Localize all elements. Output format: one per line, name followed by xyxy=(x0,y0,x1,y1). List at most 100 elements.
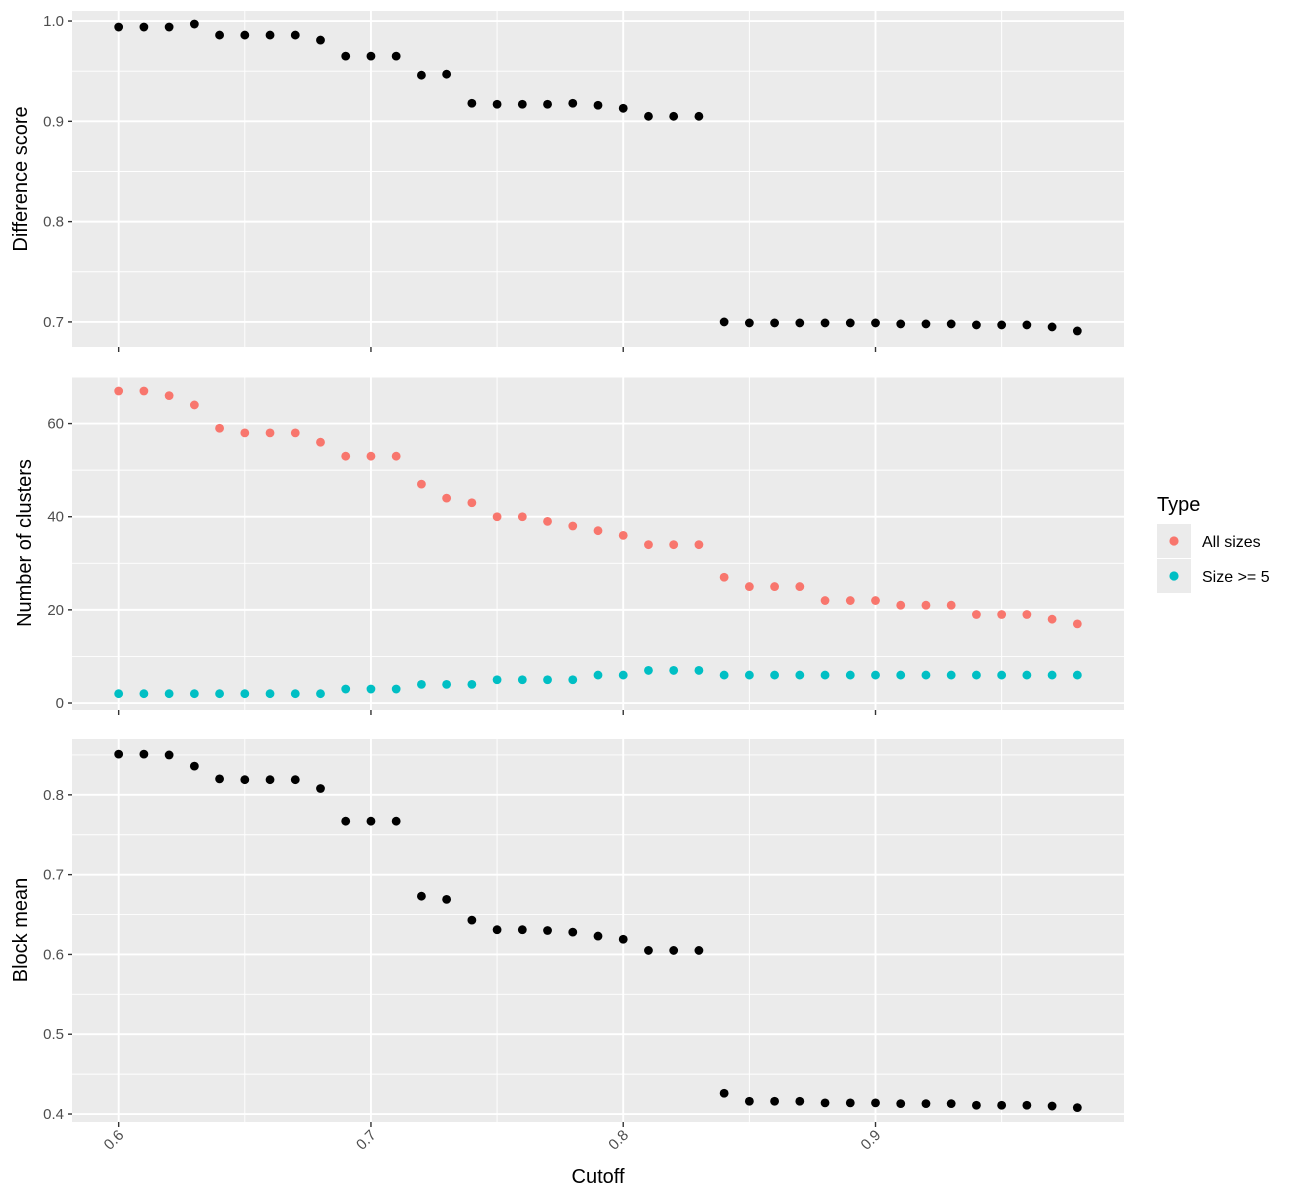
point-size-5 xyxy=(492,675,502,685)
point-all-sizes xyxy=(568,521,578,531)
number-of-clusters-panel: 0 20 40 60 xyxy=(47,376,1124,715)
y-tick-label: 0.8 xyxy=(43,787,64,804)
point-block-mean xyxy=(669,946,679,955)
point-all-sizes xyxy=(795,582,805,591)
point-all-sizes xyxy=(391,451,401,461)
point-all-sizes xyxy=(517,512,527,522)
point-difference-score xyxy=(719,317,729,327)
point-difference-score xyxy=(618,103,628,113)
point-difference-score xyxy=(189,19,199,29)
point-difference-score xyxy=(871,318,880,328)
point-difference-score xyxy=(114,22,124,32)
point-size-5 xyxy=(618,670,628,680)
point-size-5 xyxy=(316,689,325,699)
point-block-mean xyxy=(896,1099,906,1109)
point-block-mean xyxy=(972,1100,981,1110)
point-size-5 xyxy=(240,689,250,699)
point-difference-score xyxy=(770,318,779,328)
point-difference-score xyxy=(1047,322,1057,332)
point-block-mean xyxy=(139,749,149,759)
point-difference-score xyxy=(744,318,754,328)
y-tick-label: 0.7 xyxy=(43,867,64,884)
point-all-sizes xyxy=(290,428,300,438)
point-all-sizes xyxy=(820,596,830,605)
point-difference-score xyxy=(946,319,956,329)
point-all-sizes xyxy=(240,428,250,438)
point-difference-score xyxy=(366,51,376,61)
point-size-5 xyxy=(593,670,603,680)
legend-label-size-5-plus: Size >= 5 xyxy=(1202,569,1270,586)
point-all-sizes xyxy=(467,498,477,508)
y-axis-title-difference-score: Difference score xyxy=(10,106,32,251)
point-all-sizes xyxy=(1022,610,1032,619)
point-difference-score xyxy=(492,99,502,109)
point-size-5 xyxy=(1047,670,1057,680)
point-all-sizes xyxy=(492,512,502,522)
point-block-mean xyxy=(290,775,300,785)
point-size-5 xyxy=(366,684,376,694)
point-block-mean xyxy=(265,775,275,785)
point-difference-score xyxy=(417,70,426,80)
point-size-5 xyxy=(442,679,452,689)
panel-background xyxy=(72,377,1124,710)
point-difference-score xyxy=(543,99,552,109)
point-difference-score xyxy=(442,69,452,79)
point-difference-score xyxy=(240,30,250,40)
point-block-mean xyxy=(164,750,174,760)
point-size-5 xyxy=(139,689,149,699)
point-difference-score xyxy=(795,318,805,328)
point-difference-score xyxy=(215,30,224,40)
point-difference-score xyxy=(164,22,174,32)
point-size-5 xyxy=(820,670,830,680)
point-block-mean xyxy=(593,931,603,941)
point-block-mean xyxy=(997,1100,1007,1110)
panel-background xyxy=(72,739,1124,1122)
point-all-sizes xyxy=(972,610,981,619)
point-block-mean xyxy=(215,774,224,784)
point-block-mean xyxy=(366,816,376,826)
point-size-5 xyxy=(871,670,880,680)
point-difference-score xyxy=(972,320,981,330)
point-all-sizes xyxy=(543,516,552,526)
point-size-5 xyxy=(946,670,956,680)
point-block-mean xyxy=(189,761,199,771)
point-size-5 xyxy=(921,670,931,680)
point-size-5 xyxy=(189,689,199,699)
y-tick-label: 0.7 xyxy=(43,314,64,331)
point-block-mean xyxy=(467,915,477,925)
legend-label-all-sizes: All sizes xyxy=(1202,534,1261,551)
point-size-5 xyxy=(644,666,653,675)
point-difference-score xyxy=(694,111,704,121)
point-all-sizes xyxy=(316,437,325,447)
point-all-sizes xyxy=(189,400,199,410)
point-all-sizes xyxy=(1072,619,1082,629)
point-size-5 xyxy=(845,670,855,680)
point-all-sizes xyxy=(417,479,426,489)
x-tick-label: 0.7 xyxy=(353,1127,380,1154)
point-size-5 xyxy=(1022,670,1032,680)
point-difference-score xyxy=(1072,326,1082,336)
legend-key-size-5-plus xyxy=(1169,571,1179,581)
point-all-sizes xyxy=(164,391,174,401)
point-block-mean xyxy=(391,816,401,826)
point-block-mean xyxy=(946,1099,956,1109)
point-difference-score xyxy=(568,98,578,108)
point-difference-score xyxy=(644,111,653,121)
x-axis: 0.6 0.7 0.8 0.9 xyxy=(101,1127,885,1154)
block-mean-panel: 0.4 0.5 0.6 0.7 0.8 xyxy=(43,739,1124,1127)
point-size-5 xyxy=(341,684,351,694)
point-all-sizes xyxy=(442,493,452,503)
point-all-sizes xyxy=(921,600,931,610)
legend: Type All sizes Size >= 5 xyxy=(1157,494,1270,593)
point-difference-score xyxy=(139,22,149,32)
point-all-sizes xyxy=(694,540,704,550)
point-block-mean xyxy=(442,894,452,904)
point-all-sizes xyxy=(366,451,376,461)
point-difference-score xyxy=(517,99,527,109)
point-block-mean xyxy=(1072,1103,1082,1113)
legend-key-all-sizes xyxy=(1169,536,1179,546)
point-all-sizes xyxy=(946,600,956,610)
point-block-mean xyxy=(845,1098,855,1108)
point-size-5 xyxy=(517,675,527,685)
y-tick-label: 1.0 xyxy=(43,13,64,30)
